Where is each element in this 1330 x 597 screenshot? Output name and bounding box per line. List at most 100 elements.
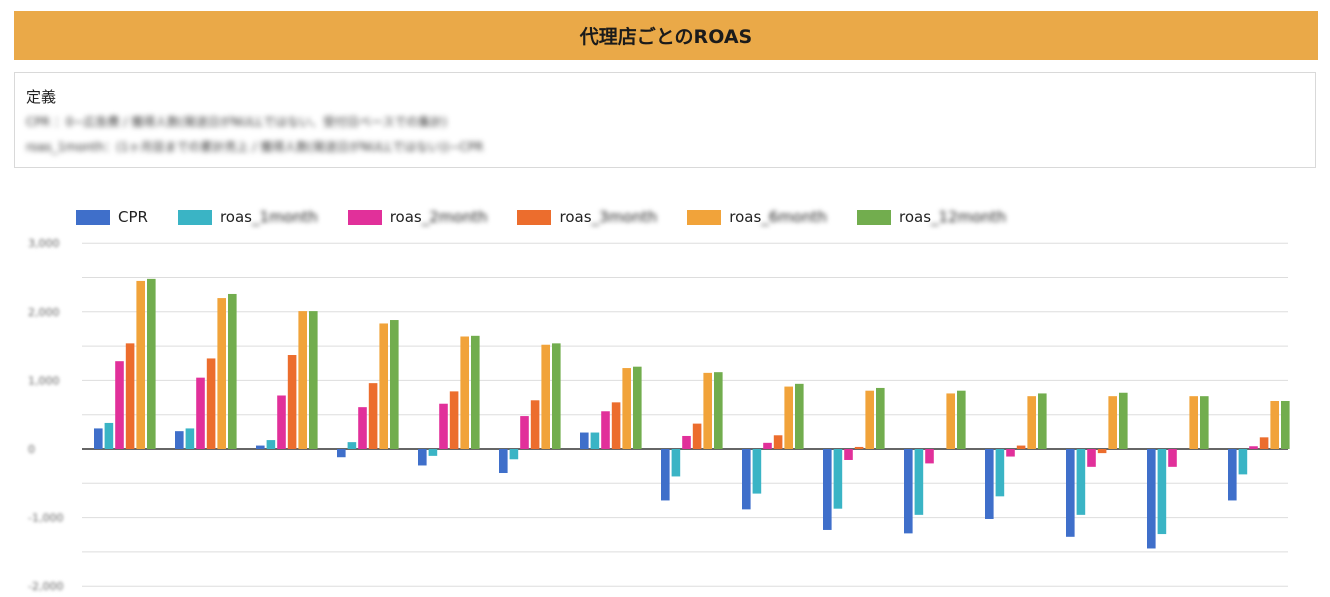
bar-cpr [580, 432, 589, 449]
bar-roas-6month [541, 344, 550, 449]
legend-prefix: roas [389, 208, 422, 226]
bar-roas-3month [1259, 437, 1269, 449]
bar-roas-1month [995, 449, 1005, 497]
bar-cpr [94, 428, 103, 449]
bar-roas-12month [390, 320, 399, 449]
legend-item-roas-12month: roas _12month [857, 208, 1006, 226]
legend-swatch-roas-6month [687, 209, 722, 225]
bar-roas-3month [368, 383, 378, 449]
y-tick-label: -2,000 [28, 580, 63, 593]
legend-prefix: roas [559, 208, 592, 226]
bar-roas-3month [1016, 445, 1026, 449]
bar-roas-1month [185, 428, 195, 449]
bar-roas-1month [1238, 449, 1248, 475]
bar-roas-3month [449, 391, 459, 449]
legend-prefix: roas [219, 208, 252, 226]
bar-roas-1month [428, 449, 438, 456]
bar-roas-12month [1038, 393, 1047, 449]
bar-roas-3month [692, 423, 702, 449]
bar-roas-12month [795, 383, 804, 449]
bar-roas-6month [1108, 396, 1117, 449]
legend-label-roas-12month: roas _12month [899, 208, 1006, 226]
bar-cpr [1147, 449, 1156, 549]
bar-roas-3month [1097, 449, 1107, 454]
bar-roas-6month [1027, 396, 1036, 449]
bar-roas-2month [358, 407, 367, 449]
bar-roas-12month [471, 335, 480, 449]
legend-item-roas-6month: roas _6month [687, 208, 827, 226]
bar-cpr [1228, 449, 1237, 501]
bar-roas-1month [104, 422, 114, 449]
legend-swatch-roas-1month [177, 209, 212, 225]
bar-roas-6month [1189, 396, 1198, 449]
bar-roas-1month [671, 449, 681, 477]
chart-title: 代理店ごとのROAS [579, 26, 753, 48]
legend-swatch-roas-12month [857, 209, 892, 225]
bar-roas-2month [763, 442, 772, 449]
legend-label-roas-2month: roas _2month [390, 208, 488, 226]
bar-cpr [337, 449, 346, 458]
legend-label-cpr: CPR [118, 208, 148, 226]
bar-cpr [499, 449, 508, 474]
legend-prefix: roas [729, 208, 762, 226]
bar-roas-3month [773, 435, 783, 449]
bar-roas-2month [1006, 449, 1015, 457]
bar-cpr [256, 445, 265, 449]
bar-roas-1month [590, 432, 600, 449]
bar-roas-12month [1281, 400, 1290, 449]
legend-item-cpr: CPR [76, 208, 148, 226]
bar-cpr [418, 449, 427, 466]
legend-prefix: roas [899, 208, 932, 226]
legend-suffix: _3month [591, 208, 658, 226]
bar-roas-2month [844, 449, 853, 460]
definition-box: 定義 CPR ：0−広告費 / 獲得人数(発送日がNULLではない、受付日ベース… [14, 72, 1316, 168]
bar-roas-3month [530, 400, 540, 449]
bar-roas-1month [833, 449, 843, 509]
chart-title-bar: 代理店ごとのROAS [14, 11, 1318, 60]
bar-roas-1month [1076, 449, 1086, 515]
bar-roas-2month [196, 377, 205, 449]
bar-roas-12month [957, 390, 966, 449]
bar-roas-3month [206, 358, 216, 449]
bar-roas-1month [266, 440, 276, 449]
y-tick-label: 0 [28, 443, 35, 456]
bar-roas-12month [552, 343, 561, 449]
definition-label: 定義 [26, 88, 57, 106]
bar-roas-6month [1270, 400, 1279, 449]
legend-name-cpr: CPR [118, 208, 148, 226]
bar-roas-12month [876, 387, 885, 449]
bar-roas-12month [714, 372, 723, 449]
bar-roas-6month [622, 368, 631, 449]
bar-cpr [1066, 449, 1075, 537]
bar-roas-2month [1087, 449, 1096, 467]
bar-cpr [985, 449, 994, 519]
bar-roas-2month [115, 361, 124, 449]
chart-legend: CPR roas _1month roas _2month roas _3month … [76, 206, 1036, 228]
bar-roas-6month [946, 393, 955, 449]
legend-swatch-cpr [76, 209, 110, 225]
bar-roas-6month [784, 386, 793, 449]
bar-roas-12month [147, 278, 156, 449]
legend-suffix: _1month [251, 208, 318, 226]
bar-cpr [742, 449, 751, 510]
bar-roas-6month [298, 311, 307, 449]
bar-cpr [904, 449, 913, 534]
bar-roas-3month [287, 355, 297, 449]
legend-swatch-roas-2month [347, 209, 382, 225]
bar-roas-12month [228, 293, 237, 449]
legend-item-roas-2month: roas _2month [347, 208, 488, 226]
bar-roas-2month [601, 411, 610, 449]
bar-roas-2month [925, 449, 934, 464]
bar-roas-1month [914, 449, 924, 515]
legend-label-roas-1month: roas _1month [220, 208, 318, 226]
bar-roas-3month [611, 402, 621, 449]
bar-roas-2month [439, 403, 448, 449]
legend-suffix: _2month [421, 208, 488, 226]
legend-suffix: _12month [931, 208, 1007, 226]
legend-label-roas-3month: roas _3month [559, 208, 657, 226]
bar-roas-6month [379, 323, 388, 449]
y-tick-label: 2,000 [28, 306, 60, 319]
y-tick-label: 3,000 [28, 237, 60, 250]
bar-roas-1month [509, 449, 519, 460]
